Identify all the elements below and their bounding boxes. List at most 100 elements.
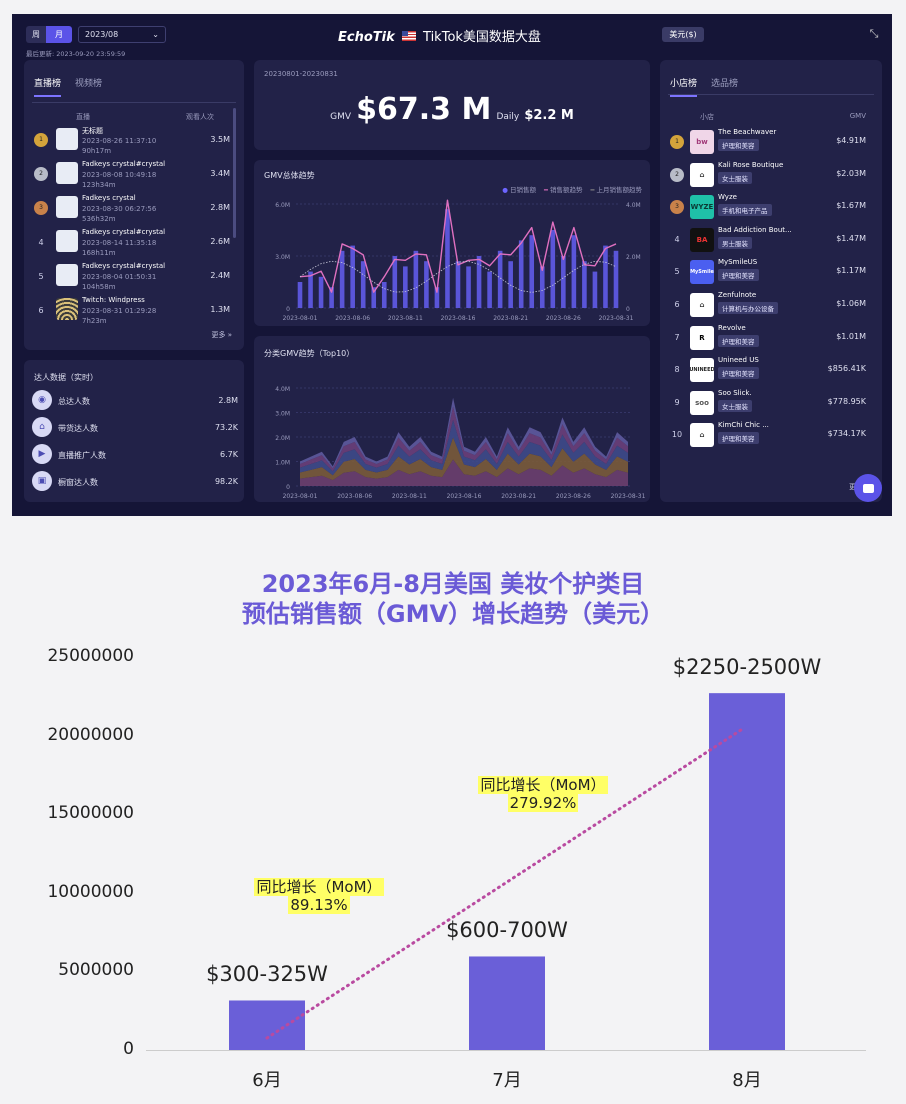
shop-row[interactable]: 3 WYZE Wyze 手机和电子产品 $1.67M	[666, 193, 866, 223]
rank-badge: 9	[674, 397, 680, 407]
daily-bar	[529, 235, 535, 308]
scrollbar[interactable]	[233, 108, 236, 238]
creator-stats-panel: 达人数据（实时） ◉ 总达人数 2.8M ⌂ 带货达人数 73.2K ▶ 直播推广人数 6.7K…	[24, 360, 244, 502]
y-tick-label: 20000000	[47, 724, 134, 745]
live-row[interactable]: 5 Fadkeys crystal#crystal 2023-08-04 01:50…	[30, 262, 230, 294]
shop-logo: ⌂	[690, 293, 714, 317]
stat-label: 直播推广人数	[58, 451, 106, 460]
currency-button[interactable]: 美元($)	[662, 27, 704, 42]
chat-button[interactable]	[854, 474, 882, 502]
shop-gmv: $778.95K	[827, 396, 866, 406]
live-row[interactable]: 2 Fadkeys crystal#crystal 2023-08-08 10:49…	[30, 160, 230, 192]
tab-products[interactable]: 选品榜	[711, 79, 739, 89]
more-link[interactable]: 更多 »	[211, 331, 232, 339]
live-thumbnail	[56, 264, 78, 286]
shop-name: Zenfulnote	[718, 291, 757, 299]
rank-badge: 7	[674, 332, 680, 342]
shop-name: The Beachwaver	[718, 128, 777, 136]
header-title: EchoTik TikTok美国数据大盘	[338, 26, 541, 45]
user-icon: ◉	[32, 390, 52, 410]
shop-row[interactable]: 2 ⌂ Kali Rose Boutique 女士服装 $2.03M	[666, 161, 866, 191]
shop-gmv: $1.01M	[836, 331, 866, 341]
tab-live[interactable]: 直播榜	[34, 76, 62, 97]
month-toggle[interactable]: 月	[46, 26, 72, 43]
bar	[229, 1000, 305, 1050]
rank-badge: 3	[670, 200, 684, 215]
rank-badge: 5	[38, 272, 44, 281]
shop-name: Bad Addiction Bout...	[718, 225, 792, 234]
shop-name: Soo Slick.	[718, 388, 752, 397]
daily-bar	[561, 256, 566, 308]
shop-gmv: $856.41K	[827, 364, 866, 374]
dashboard-title: TikTok美国数据大盘	[423, 30, 541, 45]
live-views: 3.5M	[210, 135, 230, 144]
col-gmv: GMV	[849, 112, 866, 120]
daily-bar	[582, 261, 587, 308]
daily-value: $2.2 M	[524, 108, 574, 123]
live-row[interactable]: 1 无标题 2023-08-26 11:37:10 90h17m 3.5M	[30, 126, 230, 158]
live-meta: 2023-08-31 01:29:28 7h23m	[82, 307, 157, 325]
daily-bar	[613, 250, 619, 308]
creator-stat-row: ▣ 橱窗达人数 98.2K	[32, 471, 238, 493]
rank-badge: 5	[674, 267, 680, 277]
live-views: 2.6M	[210, 237, 230, 246]
live-row[interactable]: 6 Twitch: Windpress 2023-08-31 01:29:28 7h…	[30, 296, 230, 328]
tab-shops[interactable]: 小店榜	[670, 76, 698, 97]
gmv-range: 20230801-20230831	[264, 70, 338, 78]
week-toggle[interactable]: 周	[26, 26, 46, 43]
live-name: Fadkeys crystal#crystal	[82, 228, 166, 236]
y-tick-label: 5000000	[58, 960, 134, 981]
y-tick: 0	[286, 484, 290, 491]
shop-row[interactable]: 8 UNINEED Unineed US 护理和美容 $856.41K	[666, 356, 866, 386]
live-row[interactable]: 4 Fadkeys crystal#crystal 2023-08-14 11:35…	[30, 228, 230, 260]
shop-logo: UNINEED	[690, 358, 714, 383]
echotik-logo: EchoTik	[338, 30, 395, 45]
live-name: 无标题	[82, 127, 103, 135]
shop-row[interactable]: 1 bw The Beachwaver 护理和美容 $4.91M	[666, 128, 866, 158]
shop-row[interactable]: 5 MySmile MySmileUS 护理和美容 $1.17M	[666, 258, 866, 288]
live-views: 2.4M	[210, 271, 230, 280]
x-tick-label: 7月	[492, 1070, 522, 1091]
shop-row[interactable]: 9 soo Soo Slick. 女士服装 $778.95K	[666, 389, 866, 419]
y-tick-label: 10000000	[47, 881, 134, 902]
mom-label: 同比增长（MoM）	[478, 776, 608, 794]
x-tick-label: 6月	[252, 1070, 282, 1091]
date-select[interactable]: 2023/08 ⌄	[78, 26, 166, 43]
daily-bar	[487, 271, 492, 308]
x-tick: 2023-08-06	[335, 315, 370, 322]
shop-row[interactable]: 10 ⌂ KimChi Chic ... 护理和美容 $734.17K	[666, 421, 866, 451]
x-tick: 2023-08-31	[611, 493, 646, 500]
shop-gmv: $734.17K	[827, 429, 866, 439]
shop-row[interactable]: 7 R Revolve 护理和美容 $1.01M	[666, 324, 866, 354]
chevron-down-icon: ⌄	[152, 30, 159, 39]
y-tick: 1.0M	[275, 460, 290, 467]
y-tick-right: 2.0M	[626, 254, 641, 261]
stat-label: 总达人数	[58, 397, 90, 406]
shop-tag: 计算机与办公设备	[718, 302, 778, 314]
collapse-icon[interactable]: ⤡	[869, 27, 879, 40]
daily-bar	[308, 271, 313, 308]
gmv-trend-panel: GMV总体趋势 ● 日销售额 ━ 销售额趋势 ━ 上月销售额趋势 6.0M 4.0…	[254, 160, 650, 326]
tab-video[interactable]: 视频榜	[75, 79, 103, 89]
daily-bar	[392, 256, 398, 308]
x-tick: 2023-08-31	[599, 315, 634, 322]
shop-ranking-panel: 小店榜 选品榜 小店 GMV 1 bw The Beachwaver 护理和美容 $4.…	[660, 60, 882, 502]
live-meta: 2023-08-04 01:50:31 104h58m	[82, 273, 157, 291]
shop-row[interactable]: 6 ⌂ Zenfulnote 计算机与办公设备 $1.06M	[666, 291, 866, 321]
y-tick-left: 3.0M	[275, 254, 290, 261]
category-area	[300, 459, 628, 486]
x-tick: 2023-08-01	[283, 493, 318, 500]
last-month-line	[299, 260, 617, 293]
chat-icon	[862, 483, 874, 493]
legend-last-month: ━ 上月销售额趋势	[590, 186, 643, 194]
shop-more-link[interactable]: 更	[849, 483, 856, 491]
daily-bar	[381, 282, 387, 308]
y-tick-right: 0	[626, 306, 630, 313]
daily-bar	[360, 261, 366, 308]
live-row[interactable]: 3 Fadkeys crystal 2023-08-30 06:27:56 536h…	[30, 194, 230, 226]
rank-badge: 2	[34, 167, 48, 181]
rank-badge: 1	[670, 135, 684, 149]
shop-gmv: $4.91M	[836, 136, 866, 145]
creator-stat-row: ▶ 直播推广人数 6.7K	[32, 444, 238, 466]
shop-row[interactable]: 4 BA Bad Addiction Bout... 男士服装 $1.47M	[666, 226, 866, 256]
